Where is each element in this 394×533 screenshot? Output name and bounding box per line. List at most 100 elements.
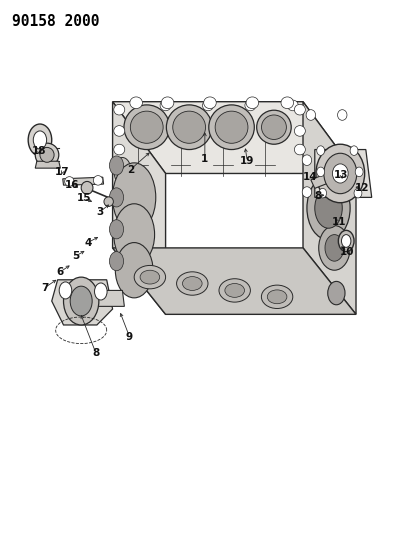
Ellipse shape	[173, 111, 206, 143]
Ellipse shape	[325, 235, 344, 261]
Polygon shape	[35, 161, 60, 168]
Ellipse shape	[33, 131, 46, 149]
Text: 9: 9	[126, 332, 133, 342]
Ellipse shape	[317, 146, 325, 156]
Text: 7: 7	[41, 283, 48, 293]
Ellipse shape	[130, 97, 142, 109]
Ellipse shape	[113, 163, 156, 232]
Ellipse shape	[93, 175, 103, 185]
Ellipse shape	[354, 188, 362, 198]
Ellipse shape	[225, 284, 245, 297]
Ellipse shape	[267, 290, 287, 304]
Ellipse shape	[324, 154, 357, 193]
Polygon shape	[63, 177, 104, 185]
Ellipse shape	[219, 279, 251, 302]
Ellipse shape	[114, 158, 131, 184]
Ellipse shape	[319, 225, 350, 270]
Text: 8: 8	[92, 348, 99, 358]
Ellipse shape	[338, 230, 354, 252]
Ellipse shape	[209, 105, 254, 150]
Ellipse shape	[350, 146, 358, 156]
Ellipse shape	[161, 97, 174, 109]
Ellipse shape	[333, 164, 348, 183]
Polygon shape	[311, 172, 333, 188]
Ellipse shape	[40, 148, 54, 163]
Ellipse shape	[215, 111, 248, 143]
Text: 2: 2	[126, 165, 134, 175]
Ellipse shape	[114, 144, 125, 155]
Text: 5: 5	[72, 251, 80, 261]
Text: 6: 6	[57, 267, 64, 277]
Ellipse shape	[315, 188, 342, 228]
Text: 10: 10	[340, 247, 354, 256]
Ellipse shape	[316, 144, 364, 203]
Text: 19: 19	[240, 156, 255, 166]
Text: 17: 17	[55, 167, 70, 177]
Ellipse shape	[110, 252, 124, 271]
Ellipse shape	[287, 100, 298, 111]
Text: 90158 2000: 90158 2000	[13, 14, 100, 29]
Ellipse shape	[59, 282, 72, 299]
Text: 1: 1	[201, 154, 208, 164]
Ellipse shape	[110, 188, 124, 207]
Ellipse shape	[281, 97, 294, 109]
Polygon shape	[303, 102, 356, 314]
Ellipse shape	[302, 155, 312, 165]
Polygon shape	[113, 102, 165, 314]
Ellipse shape	[115, 243, 153, 298]
Ellipse shape	[328, 281, 345, 305]
Ellipse shape	[319, 188, 327, 198]
Polygon shape	[97, 290, 125, 306]
Text: 8: 8	[314, 191, 322, 201]
Ellipse shape	[114, 104, 125, 115]
Text: 13: 13	[334, 170, 349, 180]
Ellipse shape	[28, 124, 52, 156]
Ellipse shape	[114, 204, 154, 265]
Polygon shape	[113, 248, 356, 314]
Ellipse shape	[110, 220, 124, 239]
Ellipse shape	[177, 272, 208, 295]
Ellipse shape	[302, 187, 312, 197]
Ellipse shape	[104, 197, 113, 206]
Ellipse shape	[306, 110, 316, 120]
Ellipse shape	[130, 111, 163, 143]
Ellipse shape	[95, 283, 107, 300]
Ellipse shape	[294, 126, 305, 136]
Text: 15: 15	[77, 193, 91, 204]
Ellipse shape	[114, 221, 131, 248]
Polygon shape	[315, 150, 372, 197]
Ellipse shape	[307, 176, 350, 240]
Ellipse shape	[246, 97, 258, 109]
Ellipse shape	[262, 115, 286, 140]
Ellipse shape	[294, 104, 305, 115]
Ellipse shape	[140, 270, 160, 284]
Ellipse shape	[182, 277, 202, 290]
Ellipse shape	[160, 100, 171, 111]
Ellipse shape	[114, 189, 131, 216]
Ellipse shape	[65, 176, 74, 186]
Ellipse shape	[203, 100, 214, 111]
Ellipse shape	[204, 97, 216, 109]
Text: 18: 18	[32, 146, 46, 156]
Ellipse shape	[342, 235, 351, 247]
Ellipse shape	[70, 286, 92, 316]
Text: 16: 16	[65, 180, 80, 190]
Ellipse shape	[110, 156, 124, 175]
Ellipse shape	[63, 277, 99, 325]
Ellipse shape	[355, 167, 363, 176]
Polygon shape	[113, 102, 356, 173]
Ellipse shape	[256, 110, 291, 144]
Text: 14: 14	[303, 172, 318, 182]
Text: 12: 12	[355, 183, 369, 193]
Ellipse shape	[317, 167, 325, 176]
Ellipse shape	[346, 155, 355, 165]
Ellipse shape	[338, 110, 347, 120]
Text: 4: 4	[84, 238, 91, 247]
Ellipse shape	[166, 105, 212, 150]
Ellipse shape	[124, 105, 169, 150]
Ellipse shape	[134, 265, 165, 289]
Polygon shape	[52, 280, 113, 325]
Ellipse shape	[294, 144, 305, 155]
Text: 3: 3	[97, 207, 104, 217]
Ellipse shape	[346, 187, 355, 197]
